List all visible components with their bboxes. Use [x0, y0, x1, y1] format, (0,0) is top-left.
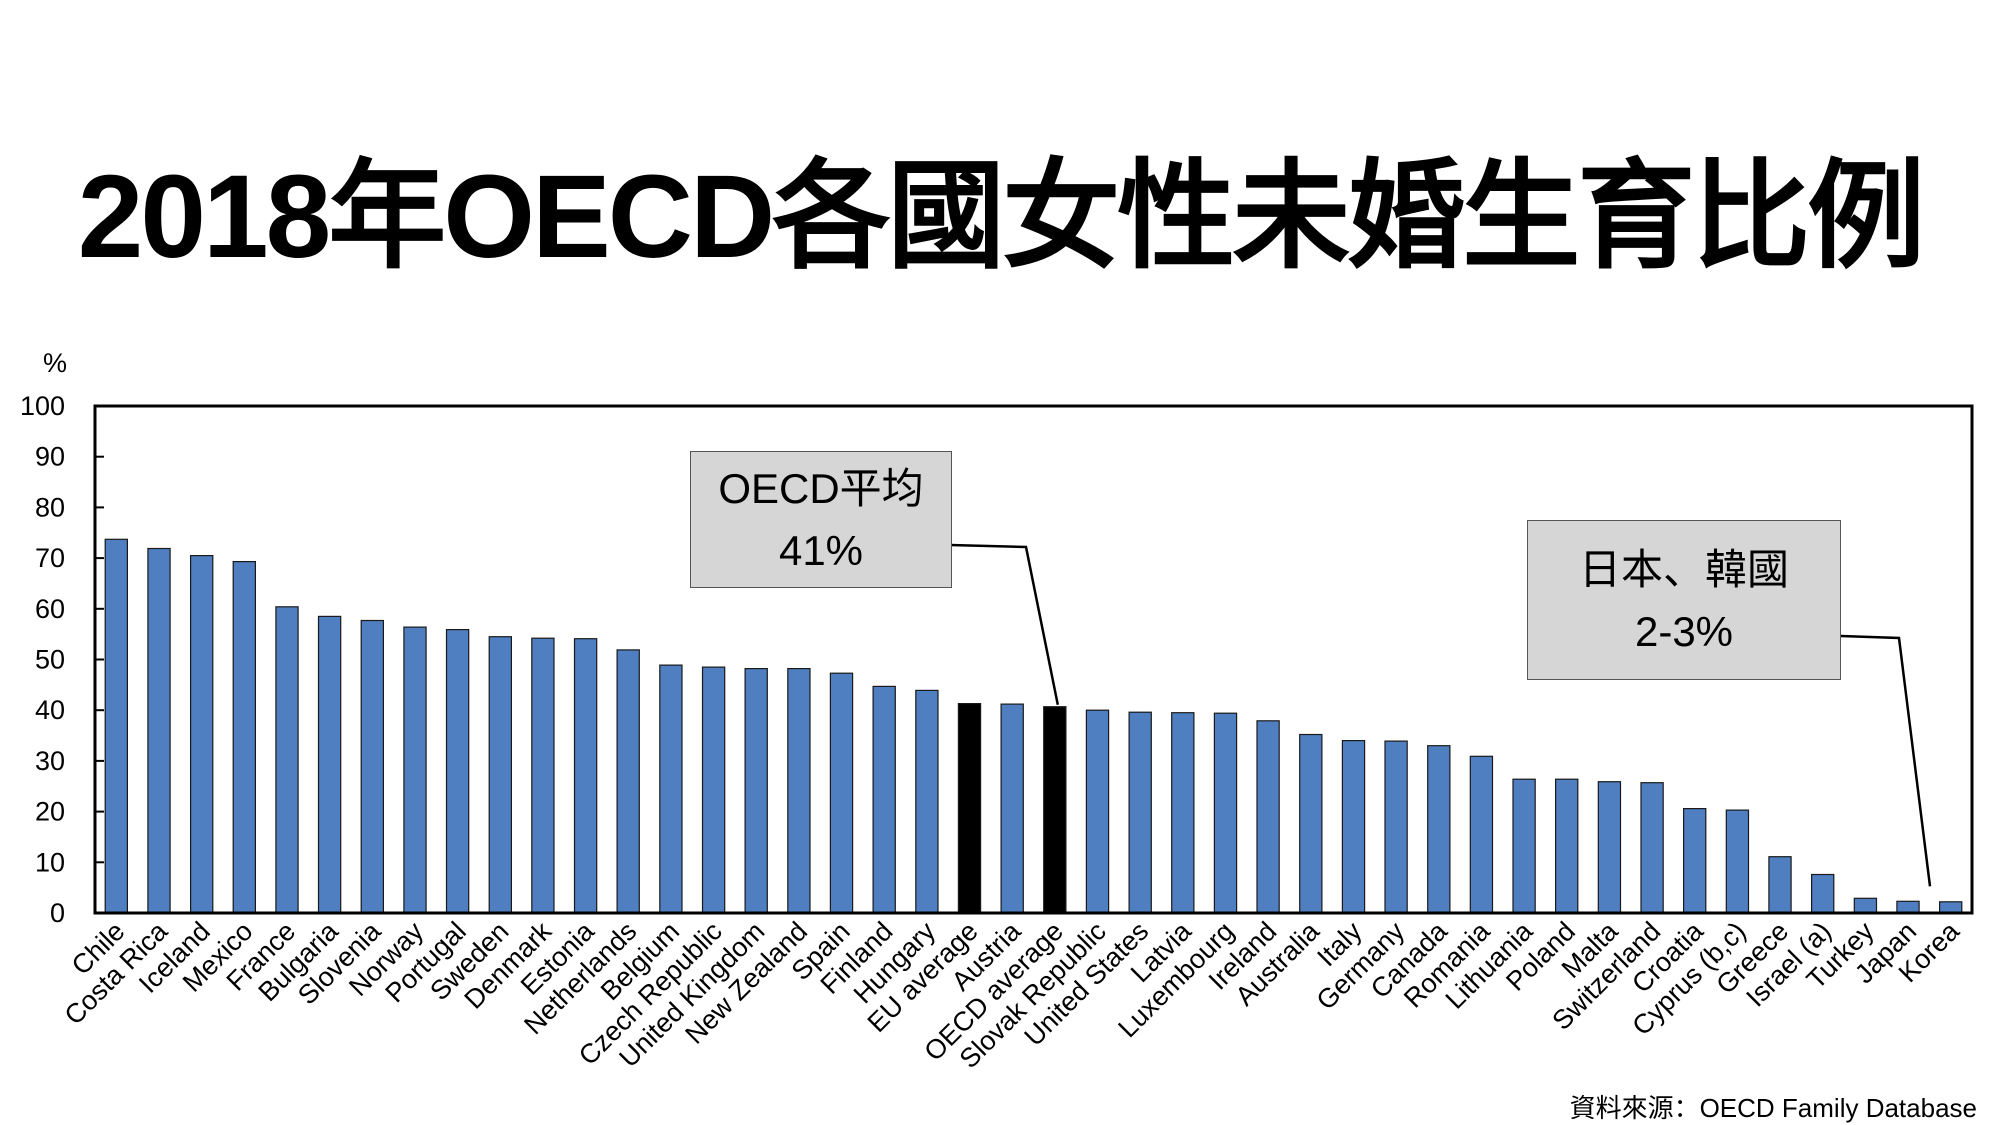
- bar-portugal: [445, 628, 470, 914]
- plot-frame: [93, 404, 1974, 915]
- bar-cyprus-b-c: [1725, 809, 1750, 914]
- bar-romania: [1469, 755, 1494, 914]
- bar-netherlands: [616, 649, 640, 914]
- bar-slovenia: [360, 619, 385, 914]
- y-tick-label: 80: [35, 492, 65, 522]
- bar-poland: [1554, 778, 1579, 914]
- bar-greece: [1768, 856, 1792, 914]
- oecd-average-callout: OECD平均 41%: [690, 451, 952, 588]
- bar-turkey: [1853, 897, 1878, 914]
- oecd-leader-line: [949, 543, 1060, 705]
- bar-costa-rica: [147, 547, 171, 914]
- bar-mexico: [232, 560, 256, 914]
- y-tick-label: 90: [35, 442, 65, 472]
- bar-israel-a: [1810, 873, 1835, 914]
- y-tick-label: 40: [35, 695, 65, 725]
- bar-estonia: [573, 638, 598, 914]
- bar-hungary: [915, 689, 939, 914]
- bar-luxembourg: [1213, 712, 1238, 914]
- bar-new-zealand: [787, 667, 811, 914]
- source-note: 資料來源：OECD Family Database: [1569, 1093, 1977, 1123]
- bar-lithuania: [1512, 778, 1536, 914]
- bar-france: [275, 606, 299, 914]
- y-tick-label: 0: [50, 898, 65, 928]
- bar-germany: [1384, 740, 1408, 914]
- bar-malta: [1597, 781, 1622, 914]
- bar-eu-average: [957, 702, 982, 914]
- y-tick-label: 50: [35, 645, 65, 675]
- y-axis-label: %: [43, 348, 67, 378]
- bar-australia: [1299, 733, 1323, 914]
- bar-sweden: [488, 636, 513, 914]
- callout-label: 日本、韓國: [1578, 546, 1789, 593]
- bar-iceland: [190, 554, 214, 914]
- callout-value: 2-3%: [1634, 608, 1734, 655]
- bar-finland: [872, 685, 896, 914]
- callout-value: 41%: [778, 527, 864, 574]
- bar-italy: [1341, 739, 1366, 914]
- y-tick-label: 100: [20, 391, 65, 421]
- bar-latvia: [1171, 712, 1195, 914]
- japan-korea-leader-line: [1840, 634, 1932, 887]
- y-axis: 0 10 20 30 40 50 60 70 80 90 100%: [20, 348, 104, 928]
- bar-slovak-republic: [1085, 709, 1110, 914]
- bar-ireland: [1256, 720, 1280, 914]
- callout-label: OECD平均: [718, 465, 924, 512]
- bar-group: [104, 538, 1963, 914]
- bar-oecd-average: [1043, 706, 1067, 914]
- bar-croatia: [1682, 807, 1707, 914]
- y-tick-label: 70: [35, 543, 65, 573]
- bar-korea: [1938, 901, 1963, 914]
- y-tick-label: 20: [35, 797, 65, 827]
- y-tick-label: 10: [35, 847, 65, 877]
- bar-austria: [1000, 703, 1024, 914]
- japan-korea-callout: 日本、韓國 2-3%: [1527, 520, 1841, 680]
- y-tick-label: 60: [35, 594, 65, 624]
- bar-switzerland: [1640, 782, 1664, 914]
- bar-united-states: [1128, 711, 1152, 914]
- bar-belgium: [659, 664, 683, 914]
- page-title: 2018年OECD各國女性未婚生育比例: [77, 151, 1925, 283]
- bar-denmark: [531, 637, 555, 914]
- bar-chile: [104, 538, 128, 914]
- bar-bulgaria: [317, 615, 342, 914]
- bar-spain: [829, 672, 854, 914]
- bar-norway: [403, 626, 427, 914]
- bar-canada: [1427, 745, 1451, 914]
- y-tick-label: 30: [35, 746, 65, 776]
- bar-czech-republic: [701, 666, 726, 914]
- bar-japan: [1896, 900, 1920, 914]
- bar-united-kingdom: [744, 667, 768, 914]
